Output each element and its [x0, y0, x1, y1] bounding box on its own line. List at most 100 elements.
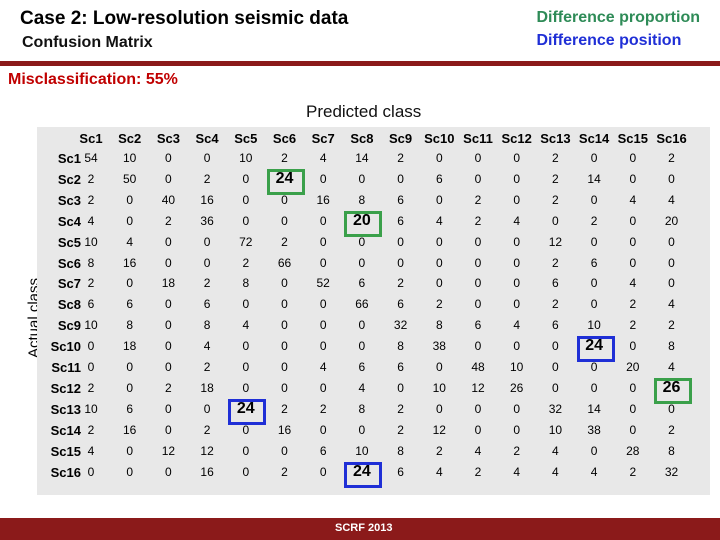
matrix-cell: 14 [587, 171, 601, 186]
matrix-cell: 4 [513, 213, 521, 228]
matrix-cell: 0 [397, 380, 404, 395]
matrix-cell: 0 [319, 318, 327, 333]
matrix-cell: 36 [200, 213, 214, 228]
footer-bar: SCRF 2013 [0, 518, 720, 540]
matrix-cell: 0 [629, 213, 637, 228]
matrix-cell: 0 [474, 276, 482, 291]
matrix-cell: 0 [319, 234, 327, 249]
matrix-cell: 32 [664, 464, 679, 479]
matrix-cell: 0 [552, 339, 559, 354]
matrix-cell: 6 [319, 443, 327, 458]
column-header: Sc6 [272, 131, 297, 146]
matrix-cell: 6 [552, 318, 559, 333]
matrix-cell: 0 [165, 339, 172, 354]
confusion-matrix-background [37, 127, 710, 495]
row-header: Sc7 [57, 276, 81, 292]
matrix-cell: 10 [510, 360, 524, 374]
matrix-cell: 0 [629, 422, 637, 437]
matrix-cell: 6 [126, 401, 134, 416]
matrix-cell: 4 [668, 192, 675, 207]
difference-proportion-highlight [654, 377, 692, 404]
matrix-cell: 6 [552, 276, 559, 291]
matrix-cell: 2 [668, 318, 675, 333]
matrix-cell: 2 [281, 151, 288, 165]
matrix-cell: 0 [203, 234, 211, 249]
matrix-cell: 2 [203, 360, 211, 374]
matrix-cell: 0 [358, 171, 366, 186]
matrix-cell: 0 [474, 422, 482, 437]
matrix-cell: 6 [358, 360, 366, 374]
matrix-cell: 0 [668, 401, 675, 416]
matrix-cell: 72 [239, 234, 253, 249]
matrix-cell: 0 [629, 255, 637, 270]
legend-position: Difference position [536, 32, 682, 49]
matrix-cell: 4 [319, 151, 327, 165]
matrix-cell: 0 [513, 297, 521, 312]
matrix-cell: 0 [165, 151, 172, 165]
matrix-cell: 8 [358, 401, 366, 416]
matrix-cell: 2 [281, 464, 288, 479]
matrix-cell: 0 [126, 360, 134, 374]
matrix-cell: 0 [203, 401, 211, 416]
matrix-cell: 12 [471, 380, 485, 395]
row-header: Sc14 [50, 422, 81, 438]
matrix-cell: 0 [319, 422, 327, 437]
matrix-cell: 2 [474, 464, 482, 479]
matrix-cell: 0 [319, 255, 327, 270]
matrix-cell: 0 [513, 171, 521, 186]
matrix-cell: 16 [200, 192, 214, 207]
matrix-cell: 0 [319, 339, 327, 354]
matrix-cell: 0 [552, 360, 559, 374]
matrix-cell: 0 [281, 339, 288, 354]
matrix-cell: 8 [397, 443, 404, 458]
matrix-cell: 0 [319, 464, 327, 479]
matrix-cell: 4 [435, 464, 443, 479]
matrix-cell: 0 [319, 380, 327, 395]
matrix-cell: 0 [242, 213, 250, 228]
matrix-cell: 66 [355, 297, 369, 312]
matrix-cell: 0 [435, 360, 443, 374]
matrix-cell: 2 [87, 276, 95, 291]
matrix-cell: 12 [161, 443, 176, 458]
matrix-cell: 2 [319, 401, 327, 416]
matrix-cell: 0 [242, 464, 250, 479]
matrix-cell: 10 [84, 401, 98, 416]
matrix-cell: 0 [629, 234, 637, 249]
matrix-cell: 0 [590, 360, 598, 374]
matrix-cell: 0 [87, 339, 95, 354]
matrix-cell: 0 [668, 234, 675, 249]
matrix-cell: 6 [126, 297, 134, 312]
column-header: Sc8 [350, 131, 374, 146]
matrix-cell: 8 [435, 318, 443, 333]
matrix-cell: 0 [435, 276, 443, 291]
matrix-cell: 0 [165, 318, 172, 333]
column-header: Sc15 [617, 131, 648, 146]
matrix-cell: 0 [203, 255, 211, 270]
matrix-cell: 18 [200, 380, 214, 395]
matrix-cell: 4 [242, 318, 250, 333]
row-header: Sc8 [57, 297, 81, 313]
matrix-cell: 12 [200, 443, 214, 458]
matrix-cell: 0 [242, 443, 250, 458]
matrix-cell: 4 [87, 213, 95, 228]
column-header: Sc16 [656, 131, 687, 146]
matrix-cell: 2 [397, 276, 404, 291]
matrix-cell: 4 [435, 213, 443, 228]
row-header: Sc5 [57, 234, 81, 250]
row-header: Sc4 [57, 213, 81, 229]
matrix-cell: 2 [87, 171, 95, 186]
matrix-cell: 0 [358, 255, 366, 270]
matrix-cell: 2 [435, 297, 443, 312]
matrix-cell: 0 [435, 151, 443, 165]
matrix-cell: 66 [277, 255, 292, 270]
matrix-cell: 10 [123, 151, 137, 165]
matrix-cell: 6 [358, 276, 366, 291]
matrix-cell: 6 [87, 297, 95, 312]
matrix-cell: 18 [161, 276, 176, 291]
column-header: Sc12 [501, 131, 532, 146]
matrix-cell: 2 [203, 276, 211, 291]
matrix-cell: 16 [316, 192, 330, 207]
matrix-cell: 4 [358, 380, 366, 395]
matrix-cell: 8 [87, 255, 95, 270]
header-rule [0, 61, 720, 66]
